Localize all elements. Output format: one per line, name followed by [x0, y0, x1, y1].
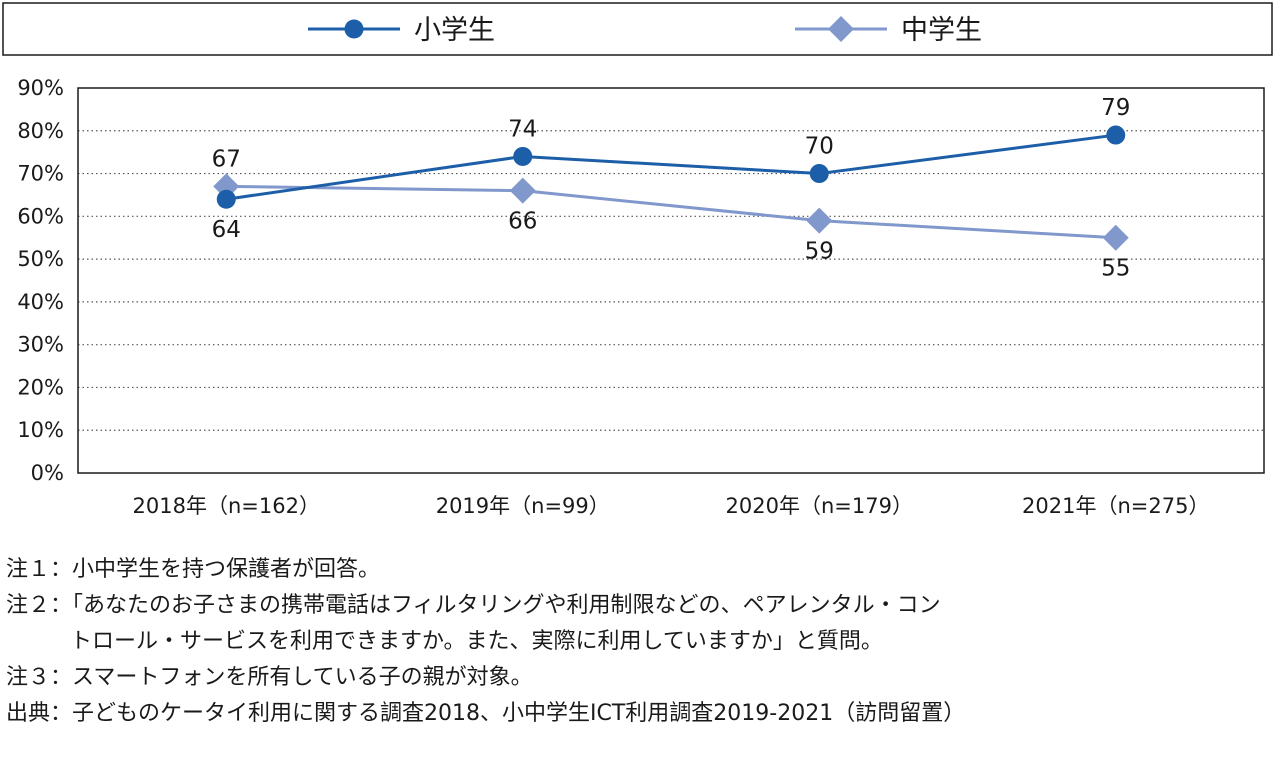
- notes: 注１：小中学生を持つ保護者が回答。 注２：「あなたのお子さまの携帯電話はフィルタ…: [6, 552, 1271, 732]
- diamond-marker: [1102, 224, 1129, 251]
- legend: 小学生 中学生: [2, 2, 1273, 56]
- data-label: 64: [212, 217, 241, 243]
- circle-marker: [1106, 125, 1126, 145]
- data-label: 74: [508, 116, 537, 142]
- plot-border: [77, 87, 1265, 474]
- circle-marker: [216, 189, 236, 209]
- series-junior-high: 67 66 59 55: [212, 146, 1131, 281]
- note-2: 注２：「あなたのお子さまの携帯電話はフィルタリングや利用制限などの、ペアレンタル…: [6, 593, 941, 618]
- y-tick-label: 80%: [17, 119, 64, 143]
- legend-label: 小学生: [414, 15, 495, 46]
- note-2-continued: トロール・サービスを利用できますか。また、実際に利用していますか」と質問。: [70, 629, 883, 654]
- line-chart: 小学生 中学生 0% 10% 20% 30% 40% 50% 60% 70% 80% 90% 201…: [2, 2, 1273, 518]
- y-tick-label: 30%: [17, 333, 64, 357]
- y-tick-label: 60%: [17, 204, 64, 228]
- legend-item: 中学生: [795, 15, 982, 46]
- note-3: 注３：スマートフォンを所有している子の親が対象。: [6, 665, 533, 690]
- data-label: 67: [212, 146, 241, 172]
- legend-label: 中学生: [901, 15, 982, 46]
- diamond-marker: [509, 177, 536, 204]
- circle-marker: [809, 164, 829, 184]
- y-tick-label: 40%: [17, 290, 64, 314]
- data-label: 59: [805, 239, 834, 265]
- y-tick-label: 0%: [31, 461, 64, 485]
- series-line: [226, 133, 1116, 201]
- legend-item: 小学生: [308, 15, 495, 46]
- series-line: [226, 184, 1116, 240]
- x-tick-label: 2018年（n=162）: [133, 494, 320, 518]
- plot-area: 0% 10% 20% 30% 40% 50% 60% 70% 80% 90% 2018年（n=16…: [17, 76, 1265, 518]
- diamond-marker: [806, 207, 833, 234]
- y-tick-label: 90%: [17, 76, 64, 100]
- source-note: 出典：子どものケータイ利用に関する調査2018、小中学生ICT利用調査2019-…: [6, 701, 966, 726]
- x-tick-label: 2019年（n=99）: [436, 494, 610, 518]
- x-tick-label: 2021年（n=275）: [1022, 494, 1209, 518]
- circle-marker: [513, 146, 533, 166]
- y-tick-label: 50%: [17, 247, 64, 271]
- legend-diamond-marker: [828, 16, 854, 42]
- legend-circle-marker: [344, 19, 364, 39]
- y-tick-label: 10%: [17, 418, 64, 442]
- x-tick-label: 2020年（n=179）: [726, 494, 913, 518]
- y-tick-label: 70%: [17, 162, 64, 186]
- data-label: 66: [508, 209, 537, 235]
- series-elementary: 64 74 70 79: [212, 95, 1131, 243]
- data-label: 79: [1101, 95, 1130, 121]
- y-tick-label: 20%: [17, 375, 64, 399]
- data-label: 55: [1101, 256, 1130, 282]
- legend-box: [2, 2, 1273, 56]
- note-1: 注１：小中学生を持つ保護者が回答。: [6, 557, 381, 582]
- data-label: 70: [805, 134, 834, 160]
